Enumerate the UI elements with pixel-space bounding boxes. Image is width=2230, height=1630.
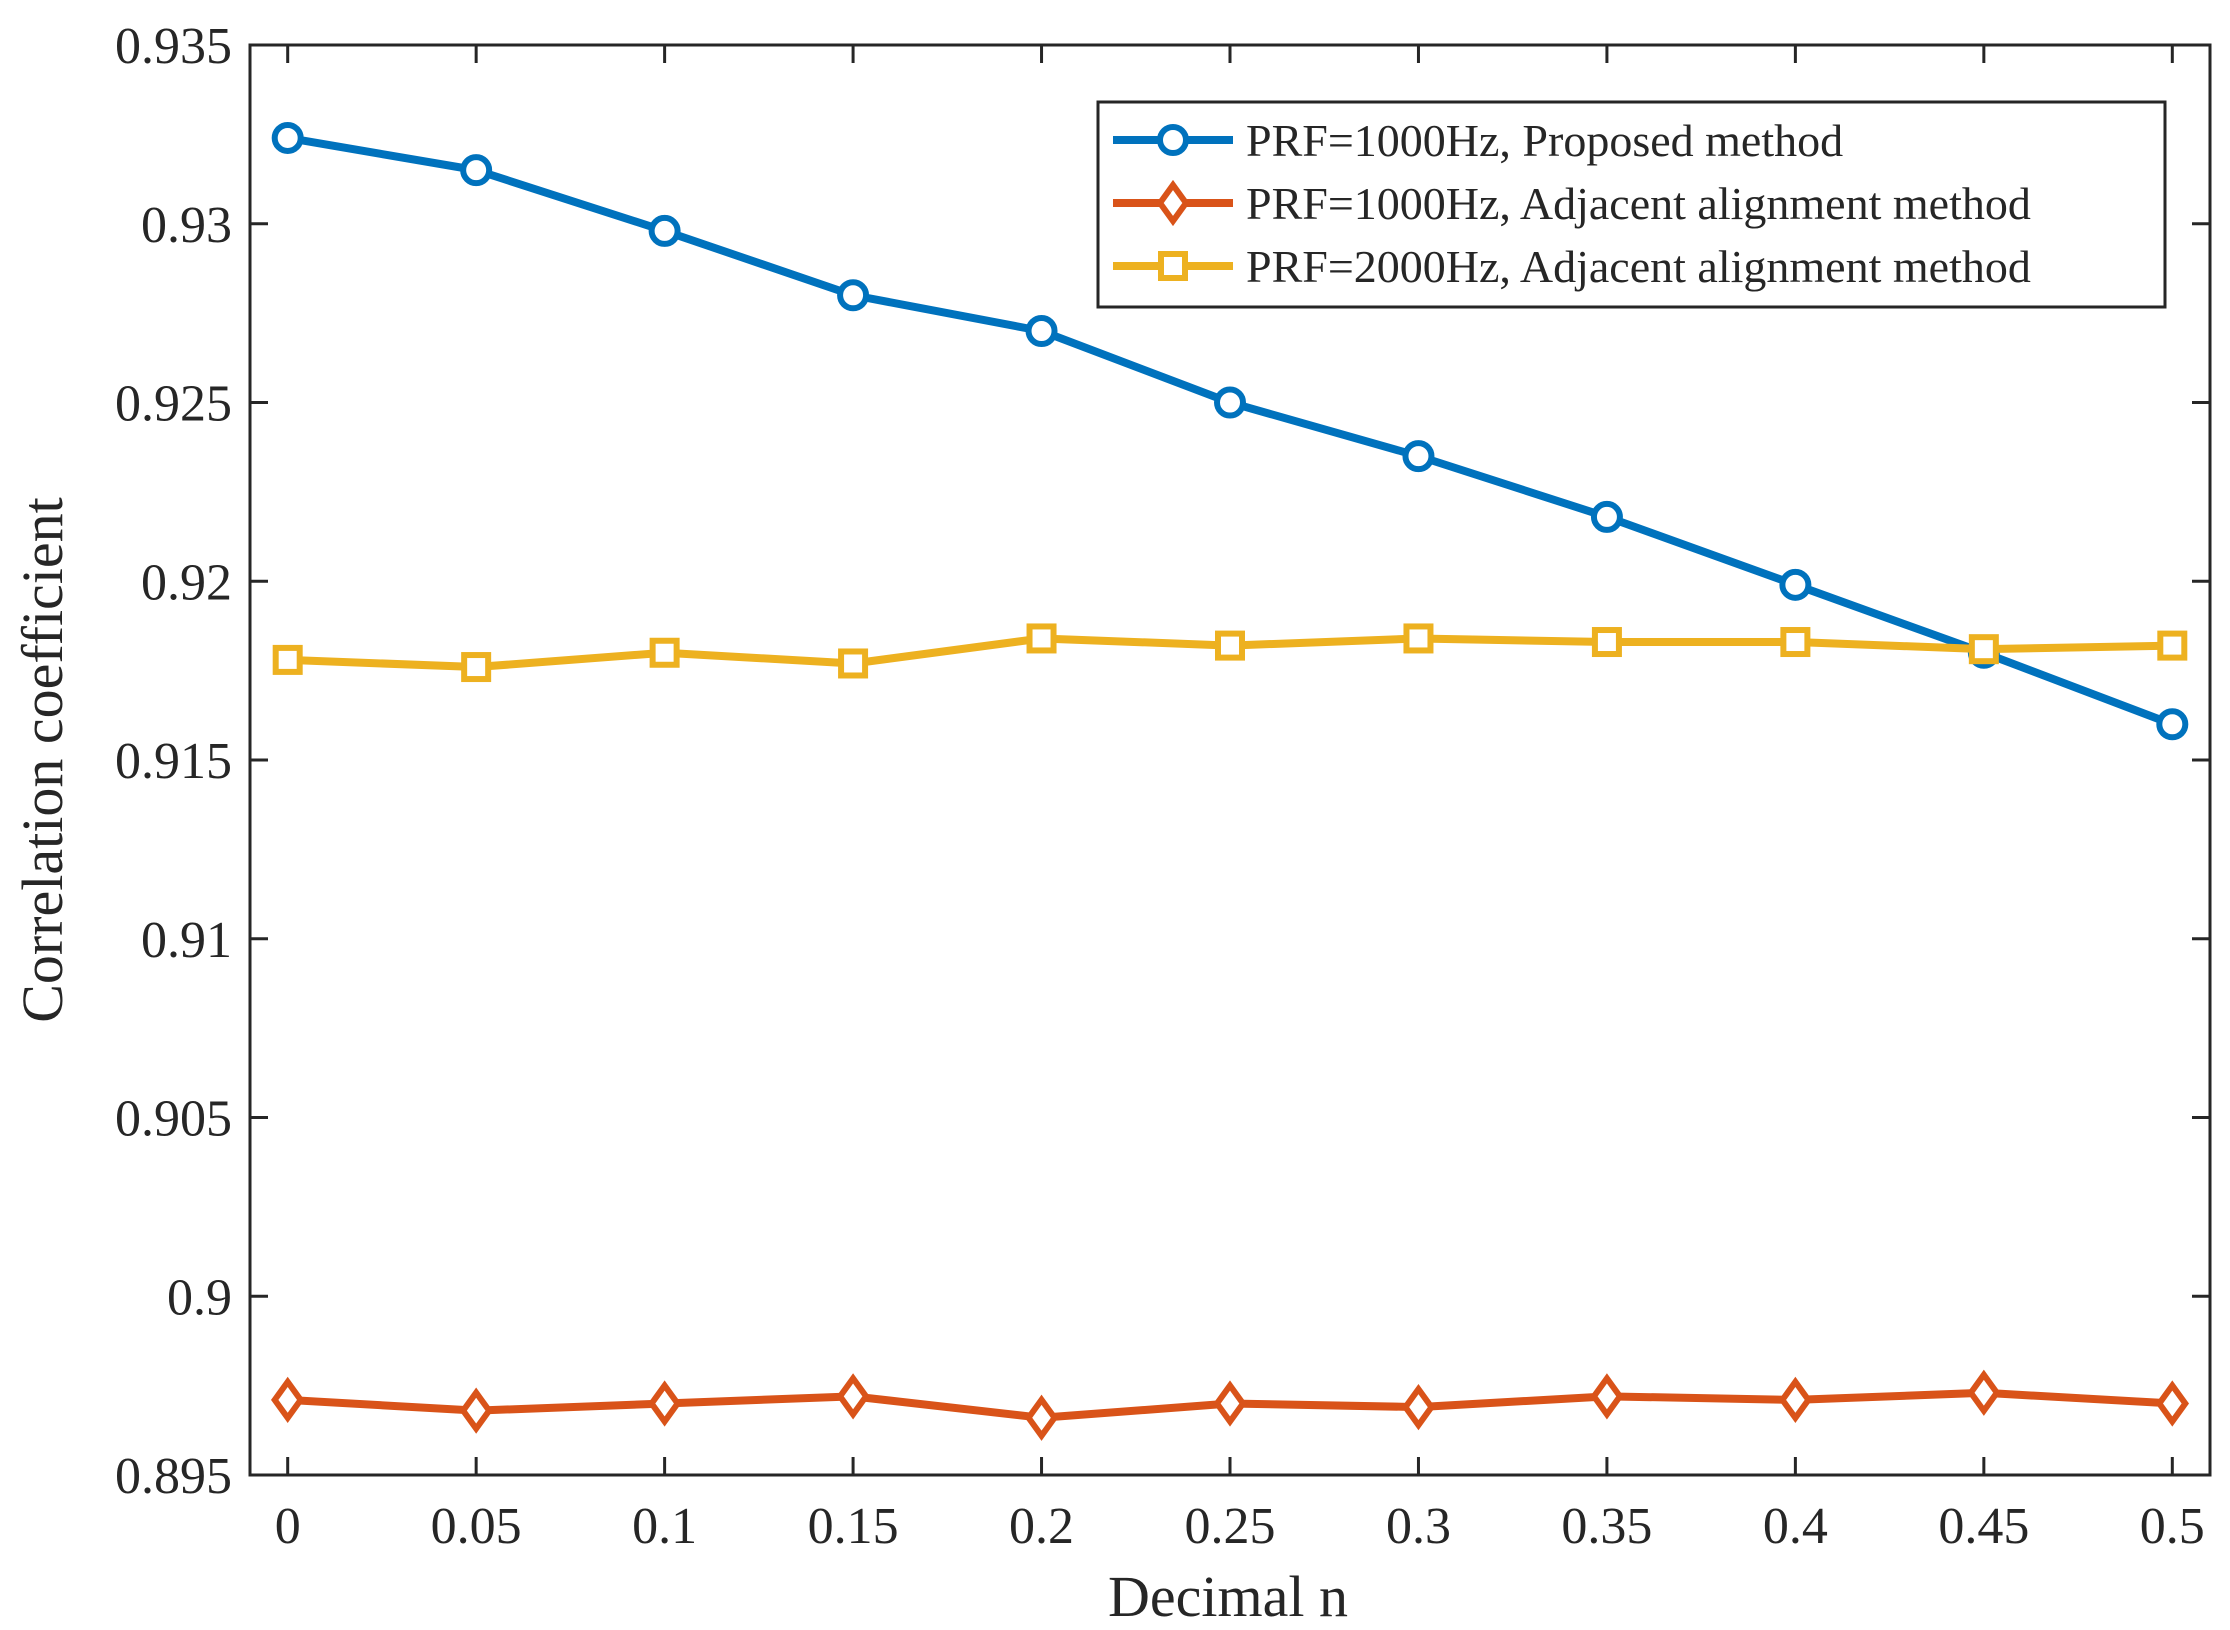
x-tick-label: 0.25: [1185, 1498, 1276, 1555]
legend-label: PRF=2000Hz, Adjacent alignment method: [1246, 241, 2031, 292]
data-point: [461, 652, 492, 683]
data-point: [1214, 386, 1246, 419]
data-point: [1402, 440, 1435, 473]
x-tick-label: 0.5: [2140, 1498, 2205, 1555]
legend-box: [1096, 100, 2167, 309]
legend-label: PRF=1000Hz, Adjacent alignment method: [1246, 178, 2031, 229]
x-tick-label: 0.45: [1938, 1498, 2029, 1555]
series-3: [272, 623, 2188, 683]
data-point: [1590, 1373, 1624, 1420]
legend-marker: [1156, 179, 1190, 227]
data-point: [648, 214, 681, 247]
y-tick-label: 0.9: [167, 1269, 232, 1326]
data-point: [836, 1373, 870, 1420]
data-point: [647, 1380, 682, 1427]
legend-entry: PRF=1000Hz, Adjacent alignment method: [1113, 178, 2031, 229]
data-point: [1403, 623, 1434, 654]
data-point: [1590, 500, 1623, 533]
y-tick-label: 0.915: [115, 733, 232, 790]
y-tick-label: 0.905: [115, 1091, 232, 1148]
x-tick-label: 0: [275, 1498, 301, 1555]
data-point: [1778, 1376, 1813, 1424]
y-tick-label: 0.91: [141, 912, 232, 969]
data-point: [1024, 1394, 1059, 1441]
plot-area: 0 0.05 0.1 0.15 0.2 0.25 0.3 0.35 0.4 0.45 0.5 0.89…: [115, 18, 2212, 1555]
data-point: [271, 121, 304, 154]
legend-marker: [1158, 251, 1188, 281]
data-point: [1967, 1369, 2001, 1416]
legend: PRF=1000Hz, Proposed method PRF=1000Hz, A…: [1096, 100, 2167, 309]
data-point: [1026, 623, 1057, 654]
x-tick-label: 0.35: [1561, 1498, 1652, 1555]
legend-marker: [1157, 124, 1189, 156]
data-point: [649, 637, 680, 668]
data-point: [1780, 627, 1811, 658]
data-point: [1025, 315, 1058, 347]
legend-entry: PRF=2000Hz, Adjacent alignment method: [1113, 241, 2031, 292]
series-2: [270, 1369, 2190, 1441]
data-point: [838, 648, 869, 679]
y-tick-label: 0.895: [115, 1448, 232, 1505]
x-tick-label: 0.4: [1763, 1498, 1828, 1555]
data-point: [1213, 1380, 1247, 1427]
y-axis-title: Correlation coefficient: [10, 497, 75, 1023]
data-point: [2157, 630, 2188, 661]
data-point: [460, 154, 493, 187]
data-point: [837, 279, 870, 312]
data-point: [272, 644, 303, 675]
x-tick-label: 0.15: [808, 1498, 899, 1555]
y-tick-label: 0.92: [141, 554, 232, 611]
y-tick-label: 0.935: [115, 18, 232, 75]
legend-entry: PRF=1000Hz, Proposed method: [1113, 115, 1843, 166]
x-axis-title: Decimal n: [1108, 1564, 1348, 1625]
x-tick-label: 0.05: [431, 1498, 522, 1555]
x-tick-label: 0.2: [1009, 1498, 1074, 1555]
legend-label: PRF=1000Hz, Proposed method: [1246, 115, 1843, 166]
x-tick-label: 0.3: [1386, 1498, 1451, 1555]
series-1: [271, 121, 2189, 741]
data-point: [1215, 630, 1245, 661]
y-tick-label: 0.93: [141, 197, 232, 254]
data-point: [459, 1387, 493, 1434]
y-tick-label: 0.925: [115, 376, 232, 433]
data-point: [1591, 627, 1622, 658]
x-tick-label: 0.1: [632, 1498, 697, 1555]
data-point: [2155, 1380, 2190, 1427]
data-point: [1401, 1383, 1436, 1431]
data-point: [2156, 708, 2189, 741]
data-point: [1779, 568, 1812, 601]
data-point: [1968, 634, 1999, 665]
data-point: [270, 1376, 305, 1424]
